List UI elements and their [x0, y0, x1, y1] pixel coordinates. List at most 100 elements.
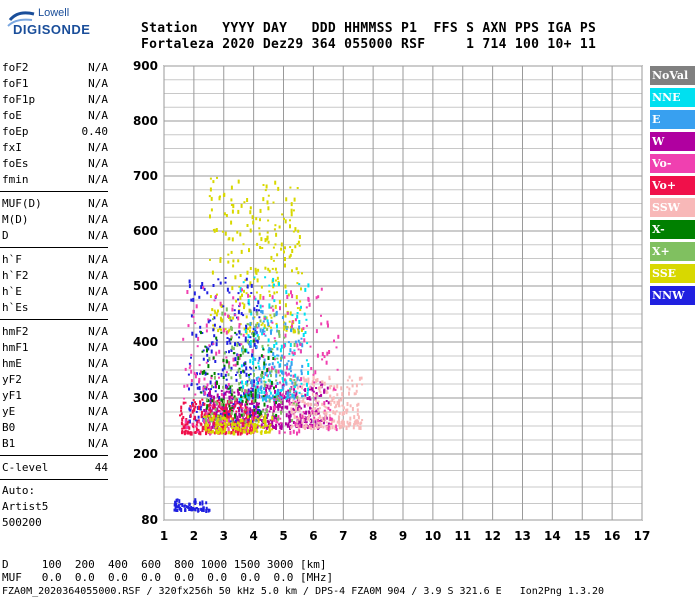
echo-point [293, 349, 296, 352]
echo-point [328, 414, 331, 419]
echo-point [224, 351, 227, 354]
echo-point [238, 408, 240, 413]
echo-point [276, 276, 279, 280]
echo-point [257, 268, 260, 272]
echo-point [226, 399, 229, 404]
echo-point [206, 372, 209, 375]
echo-point [233, 413, 236, 417]
echo-point [313, 416, 316, 419]
echo-point [231, 406, 234, 409]
echo-point [210, 374, 213, 377]
echo-point [320, 322, 323, 326]
echo-point [294, 340, 297, 344]
echo-point [288, 419, 291, 423]
echo-point [328, 378, 331, 381]
echo-point [192, 315, 195, 318]
echo-point [294, 373, 297, 378]
echo-point [255, 345, 258, 349]
echo-point [230, 220, 233, 225]
echo-point [234, 401, 237, 404]
echo-point [353, 392, 356, 396]
echo-point [237, 427, 240, 431]
echo-point [230, 366, 233, 370]
echo-point [295, 295, 298, 300]
echo-point [228, 412, 230, 416]
echo-point [264, 381, 267, 384]
echo-point [188, 284, 191, 289]
echo-point [249, 407, 252, 412]
echo-point [340, 421, 343, 424]
echo-point [284, 333, 287, 338]
echo-point [260, 377, 262, 380]
echo-point [243, 303, 246, 308]
echo-point [289, 430, 292, 435]
echo-point [267, 240, 270, 244]
echo-point [221, 400, 224, 403]
echo-point [221, 405, 224, 409]
echo-point [254, 357, 257, 361]
echo-point [249, 228, 252, 233]
echo-point [273, 406, 276, 411]
echo-point [240, 343, 243, 346]
echo-point [284, 422, 287, 425]
echo-point [183, 397, 186, 400]
echo-point [240, 397, 243, 402]
echo-point [307, 283, 310, 288]
echo-point [184, 504, 186, 507]
echo-point [242, 369, 245, 373]
param-row: h`Es N/A [0, 300, 112, 316]
echo-point [230, 250, 233, 254]
echo-point [274, 224, 277, 227]
echo-point [173, 503, 176, 507]
echo-point [285, 392, 288, 395]
echo-point [209, 319, 212, 322]
echo-point [289, 219, 291, 222]
echo-point [338, 418, 340, 423]
echo-point [277, 415, 280, 419]
echo-point [284, 371, 287, 375]
echo-point [227, 253, 230, 256]
echo-point [205, 506, 208, 510]
echo-point [317, 400, 320, 403]
echo-point [264, 393, 267, 398]
echo-point [254, 267, 257, 272]
echo-point [251, 396, 254, 400]
echo-point [232, 428, 235, 433]
param-row: foE N/A [0, 108, 112, 124]
echo-point [242, 421, 245, 425]
echo-point [272, 357, 275, 360]
echo-point [196, 386, 199, 390]
echo-point [293, 415, 296, 419]
echo-point [236, 415, 239, 420]
echo-point [223, 400, 226, 404]
echo-point [271, 397, 274, 400]
echo-point [275, 425, 277, 430]
echo-point [271, 321, 274, 324]
echo-point [228, 395, 231, 400]
echo-point [207, 347, 210, 351]
echo-point [244, 394, 247, 399]
echo-point [258, 227, 261, 230]
echo-point [208, 403, 211, 407]
echo-point [283, 321, 286, 324]
echo-point [291, 351, 294, 355]
echo-point [247, 407, 250, 412]
param-row: fmin N/A [0, 172, 112, 188]
echo-point [216, 407, 219, 411]
echo-point [268, 284, 271, 287]
echo-point [218, 376, 220, 379]
echo-point [181, 503, 184, 507]
echo-point [207, 431, 210, 434]
echo-point [245, 401, 248, 404]
echo-point [335, 425, 338, 429]
echo-point [325, 360, 328, 365]
echo-point [240, 414, 243, 417]
echo-point [231, 427, 234, 430]
echo-point [204, 345, 207, 348]
echo-point [285, 413, 288, 418]
param-row: yF2 N/A [0, 372, 112, 388]
echo-point [249, 410, 251, 415]
echo-point [330, 385, 333, 387]
echo-point [325, 411, 328, 416]
echo-point [247, 334, 250, 339]
